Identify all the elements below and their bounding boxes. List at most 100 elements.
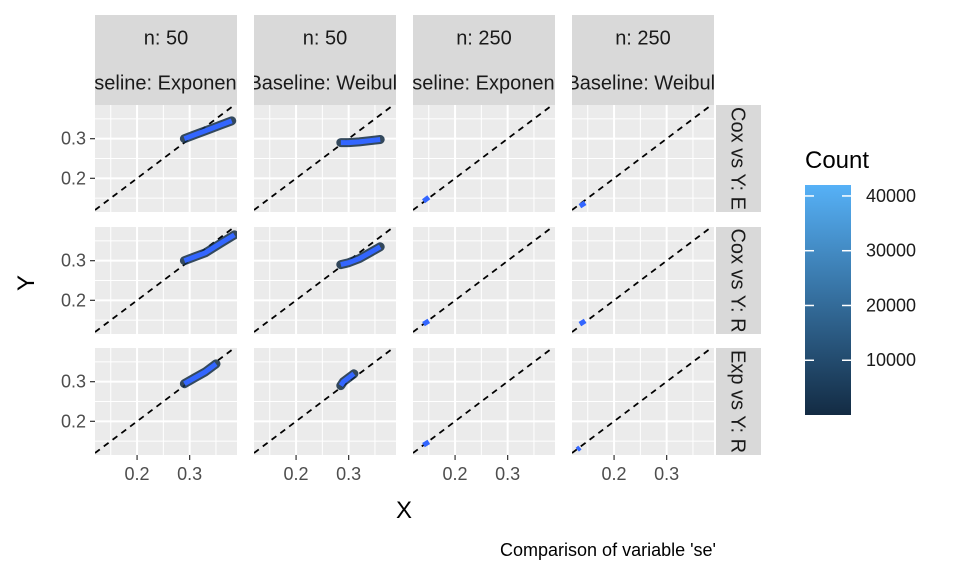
reference-line: [413, 348, 553, 454]
panel-marks: [254, 227, 394, 333]
strip-n-label: n: 50: [144, 28, 188, 50]
strip-n-label: n: 250: [456, 28, 512, 50]
facet-panel-r3-c1: [95, 348, 237, 455]
x-tick-label: 0.3: [177, 464, 202, 484]
count-legend: Count 10000 20000 30000 40000: [805, 147, 916, 415]
column-strip-4: n: 250 Baseline: Weibull: [566, 15, 719, 105]
row-strip-3: Exp vs Y: R: [716, 348, 761, 455]
reference-line: [572, 348, 712, 454]
facet-panel-r1-c1: [95, 105, 237, 212]
row-strip-label: Cox vs Y: E: [727, 107, 749, 210]
facet-panel-r3-c2: [254, 348, 396, 455]
panel-marks: [413, 227, 553, 333]
panel-marks: [95, 227, 237, 333]
series-line: [422, 318, 431, 327]
facet-panel-r1-c3: [413, 105, 555, 212]
row-strip-background: [716, 348, 761, 455]
legend-tick-label: 10000: [866, 350, 916, 370]
strip-baseline-background: [413, 60, 555, 105]
row-strip-background: [716, 227, 761, 334]
reference-line: [254, 227, 394, 333]
strip-n-background: [95, 15, 237, 60]
strip-baseline-label: Baseline: Exponential: [70, 73, 262, 95]
legend-colorbar: [805, 185, 851, 415]
series-line: [422, 439, 431, 448]
legend-tick-label: 20000: [866, 295, 916, 315]
chart-caption: Comparison of variable 'se': [500, 540, 716, 560]
legend-ticks: 10000 20000 30000 40000: [805, 186, 916, 370]
facet-panel-r3-c4: [572, 348, 714, 455]
series-line: [183, 361, 218, 386]
y-tick-label: 0.3: [61, 129, 86, 149]
column-strip-2: n: 50 Baseline: Weibull: [248, 15, 401, 105]
series-line: [338, 371, 356, 387]
panels-layer: [95, 105, 714, 455]
facet-panel-r2-c4: [572, 227, 714, 334]
panel-marks: [413, 348, 553, 454]
reference-line: [413, 105, 553, 211]
x-tick-label: 0.2: [125, 464, 150, 484]
row-strip-background: [716, 105, 761, 212]
panel-marks: [254, 105, 394, 211]
strip-n-label: n: 250: [615, 28, 671, 50]
strip-baseline-background: [254, 60, 396, 105]
facet-panel-r1-c2: [254, 105, 396, 212]
legend-tick-label: 30000: [866, 241, 916, 261]
row-strip-1: Cox vs Y: E: [716, 105, 761, 212]
column-strip-3: n: 250 Baseline: Exponential: [388, 15, 580, 105]
panel-marks: [254, 348, 394, 454]
strip-baseline-label: Baseline: Weibull: [248, 73, 401, 95]
y-tick-label: 0.2: [61, 290, 86, 310]
y-tick-label: 0.2: [61, 168, 86, 188]
x-tick-label: 0.2: [284, 464, 309, 484]
reference-line: [254, 348, 394, 454]
strip-n-label: n: 50: [303, 28, 347, 50]
strip-baseline-label: Baseline: Exponential: [388, 73, 580, 95]
series-line: [183, 232, 236, 264]
row-strip-label: Exp vs Y: R: [727, 350, 749, 453]
panel-marks: [95, 348, 235, 454]
legend-title: Count: [805, 147, 869, 174]
reference-line: [413, 227, 553, 333]
series-line: [578, 200, 587, 209]
series-line: [421, 195, 431, 204]
legend-tick-label: 40000: [866, 186, 916, 206]
panel-marks: [95, 105, 237, 211]
y-axis-title: Y: [13, 275, 40, 291]
x-tick-label: 0.3: [654, 464, 679, 484]
row-strip-2: Cox vs Y: R: [716, 227, 761, 334]
panel-marks: [572, 105, 712, 211]
reference-line: [572, 227, 712, 333]
series-line: [575, 445, 582, 452]
series-line: [340, 244, 382, 268]
strip-n-background: [572, 15, 714, 60]
strip-baseline-background: [572, 60, 714, 105]
row-strip-label: Cox vs Y: R: [727, 228, 749, 332]
column-strip-1: n: 50 Baseline: Exponential: [70, 15, 262, 105]
strip-baseline-label: Baseline: Weibull: [566, 73, 719, 95]
x-axis-title: X: [396, 497, 412, 524]
strips-layer: n: 50 Baseline: Exponential n: 50 Baseline:…: [70, 15, 761, 455]
facet-panel-r2-c1: [95, 227, 237, 334]
reference-line: [254, 105, 394, 211]
reference-line: [95, 105, 235, 211]
strip-n-background: [254, 15, 396, 60]
strip-n-background: [413, 15, 555, 60]
y-tick-label: 0.3: [61, 372, 86, 392]
panel-marks: [572, 227, 712, 333]
series-line: [340, 137, 381, 146]
facet-panel-r1-c4: [572, 105, 714, 212]
x-tick-label: 0.3: [495, 464, 520, 484]
y-tick-label: 0.2: [61, 411, 86, 431]
facet-panel-r3-c3: [413, 348, 555, 455]
facet-panel-r2-c3: [413, 227, 555, 334]
series-line: [578, 318, 587, 327]
axes-layer: 0.2 0.3 0.2 0.3 0.2 0.3 0.2 0.3 0.2 0.3 0.2 0.3 0.2 0…: [61, 129, 679, 484]
facet-panel-r2-c2: [254, 227, 396, 334]
y-tick-label: 0.3: [61, 251, 86, 271]
x-tick-label: 0.2: [443, 464, 468, 484]
panel-marks: [572, 348, 712, 454]
strip-baseline-background: [95, 60, 237, 105]
x-tick-label: 0.2: [602, 464, 627, 484]
